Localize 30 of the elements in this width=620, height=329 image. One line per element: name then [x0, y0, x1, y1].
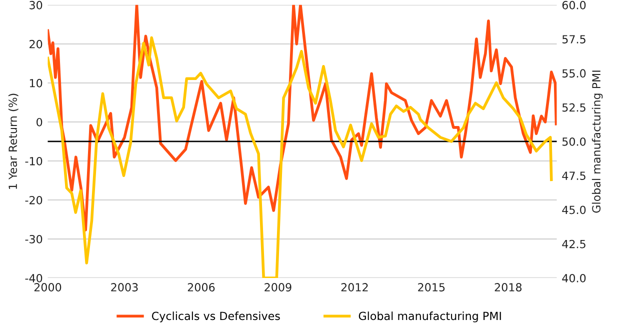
y-tick-label: -20 [25, 196, 42, 204]
x-tick-label: 2003 [111, 283, 138, 292]
y-tick-label: 30 [30, 0, 42, 10]
y2-tick-label: 50.0 [562, 137, 586, 146]
y2-tick-label: 40.0 [562, 274, 586, 282]
line-series [48, 4, 557, 232]
x-tick-label: 2000 [34, 283, 62, 292]
y2-tick-label: 45.0 [562, 206, 586, 214]
line-series [48, 36, 553, 278]
y-axis-title: 1 Year Return (%) [8, 94, 18, 189]
y2-tick-label: 42.5 [562, 240, 586, 248]
y-tick-label: 10 [30, 78, 42, 88]
legend-label: Global manufacturing PMI [358, 312, 501, 322]
x-tick-label: 2009 [264, 283, 292, 292]
y2-tick-label: 60.0 [562, 0, 586, 10]
y2-axis-title: Global manufacturing PMI [592, 70, 603, 213]
y-tick-label: 0 [36, 118, 42, 126]
x-tick-label: 2015 [418, 283, 445, 292]
y2-tick-label: 55.0 [562, 69, 586, 78]
legend-label: Cyclicals vs Defensives [152, 312, 280, 322]
y2-tick-label: 52.5 [562, 103, 586, 112]
y-tick-label: -40 [25, 274, 42, 282]
x-tick-label: 2006 [188, 283, 215, 292]
y2-tick-label: 47.5 [562, 172, 586, 180]
y2-tick-label: 57.5 [562, 35, 586, 44]
x-tick-label: 2012 [341, 283, 368, 292]
y-tick-label: -10 [25, 156, 42, 166]
x-tick-label: 2018 [494, 283, 522, 292]
y-tick-label: 20 [30, 40, 42, 48]
y-tick-label: -30 [25, 234, 42, 244]
